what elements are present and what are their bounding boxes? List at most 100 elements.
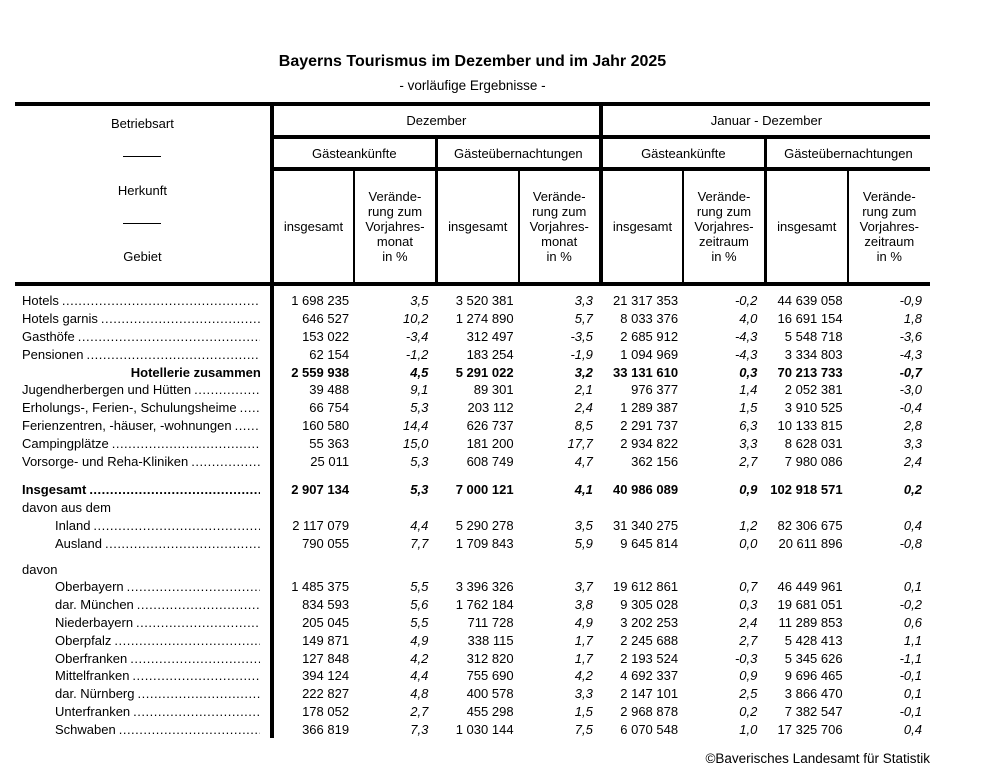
dot-leader: ........................................… xyxy=(89,482,260,498)
row-label: Ferienzentren, -häuser, -wohnungen......… xyxy=(15,416,274,435)
table-row: dar. Nürnberg...........................… xyxy=(15,684,930,703)
table-cell xyxy=(848,499,930,517)
spacer-row xyxy=(15,469,930,481)
table-row: Inland..................................… xyxy=(15,516,930,535)
table-cell: 153 022 xyxy=(302,328,350,344)
table-cell: 0,4 xyxy=(903,721,922,737)
table-cell: 1,7 xyxy=(574,650,593,666)
table-cell: 6 070 548 xyxy=(620,721,679,737)
row-label-text: Pensionen xyxy=(22,346,84,362)
table-cell xyxy=(683,499,765,517)
table-cell: 1 094 969 xyxy=(620,346,679,362)
table-cell: 11 289 853 xyxy=(778,614,843,630)
table-cell: 455 298 xyxy=(466,703,514,719)
table-cell: 2,7 xyxy=(410,703,429,719)
table-cell: 312 820 xyxy=(466,650,514,666)
dot-leader: ........................................… xyxy=(191,453,260,469)
column-arrivals-december: Gästeankünfte xyxy=(271,137,437,171)
page-subtitle: - vorläufige Ergebnisse - xyxy=(399,78,546,93)
row-label: Hotels garnis...........................… xyxy=(15,309,274,328)
column-overnights-jan-dec: Gästeübernachtungen xyxy=(763,137,930,171)
table-cell: -4,3 xyxy=(734,346,758,362)
table-cell: 646 527 xyxy=(302,311,350,327)
table-cell: 3,8 xyxy=(574,597,593,613)
table-cell: 0,7 xyxy=(739,579,758,595)
table-cell: 3 520 381 xyxy=(455,293,514,309)
table-cell: -0,8 xyxy=(899,535,922,551)
row-label: Insgesamt...............................… xyxy=(15,480,274,499)
table-cell: 6,3 xyxy=(739,417,758,433)
column-change-month: Verände- rung zum Vorjahres- monat in % xyxy=(353,168,437,287)
column-change-period: Verände- rung zum Vorjahres- zeitraum in… xyxy=(846,168,930,287)
table-row: Ausland.................................… xyxy=(15,534,930,553)
table-cell: 70 213 733 xyxy=(777,364,843,380)
table-cell: 55 363 xyxy=(309,435,350,451)
table-cell: 338 115 xyxy=(467,632,514,648)
table-cell: 3 396 326 xyxy=(455,579,514,595)
table-cell: 1 289 387 xyxy=(620,400,679,416)
table-cell xyxy=(354,499,436,517)
table-cell: 5 428 413 xyxy=(784,632,843,648)
table-cell: 3,5 xyxy=(410,293,429,309)
table-cell: 21 317 353 xyxy=(613,293,679,309)
table-cell: 82 306 675 xyxy=(777,517,843,533)
table-cell: 0,0 xyxy=(739,535,758,551)
table-cell xyxy=(519,499,601,517)
table-cell: 0,9 xyxy=(739,482,758,498)
table-cell: 0,9 xyxy=(739,668,758,684)
table-cell: 3,3 xyxy=(574,686,593,702)
table-cell: 1,1 xyxy=(903,632,922,648)
table-cell xyxy=(272,470,930,481)
table-cell xyxy=(272,499,354,517)
table-cell xyxy=(765,560,847,578)
table-cell: 9 645 814 xyxy=(620,535,679,551)
table-cell: 2,4 xyxy=(574,400,593,416)
table-cell: 312 497 xyxy=(466,328,514,344)
table-cell: 4,4 xyxy=(410,517,429,533)
table-cell: 44 639 058 xyxy=(777,293,843,309)
table-cell xyxy=(601,560,683,578)
row-label: Erholungs-, Ferien-, Schulungsheime.....… xyxy=(15,398,274,417)
table-cell: -0,9 xyxy=(899,293,922,309)
table-cell: 2,4 xyxy=(903,453,922,469)
dot-leader: ........................................… xyxy=(132,668,260,684)
table-cell: 33 131 610 xyxy=(613,364,679,380)
table-cell: 20 611 896 xyxy=(778,535,843,551)
table-cell: 2 117 079 xyxy=(292,517,350,533)
table-row: davon aus dem xyxy=(15,498,930,517)
table-cell: 5,3 xyxy=(410,482,429,498)
table-cell: 14,4 xyxy=(403,417,429,433)
table-cell: -1,1 xyxy=(899,650,922,666)
table-cell: 7 382 547 xyxy=(784,703,843,719)
header-row-metric: Gästeankünfte Gästeübernachtungen Gästea… xyxy=(15,137,930,171)
table-cell: 1,8 xyxy=(903,311,922,327)
table-cell: 4,8 xyxy=(410,686,429,702)
row-label: Niederbayern............................… xyxy=(15,613,274,632)
table-cell: 181 200 xyxy=(466,435,514,451)
table-cell: 203 112 xyxy=(467,400,514,416)
stub-label-herkunft: Herkunft xyxy=(117,182,167,198)
table-cell: 1 030 144 xyxy=(455,721,514,737)
table-cell: 0,3 xyxy=(739,364,758,380)
row-label xyxy=(15,469,274,481)
row-label-text: Schwaben xyxy=(55,721,116,737)
dot-leader: ........................................… xyxy=(234,417,260,433)
divider xyxy=(123,222,162,224)
table-cell: 790 055 xyxy=(302,535,350,551)
table-cell: 127 848 xyxy=(302,650,350,666)
table-row: Jugendherbergen und Hütten..............… xyxy=(15,380,930,399)
table-cell: 3 334 803 xyxy=(784,346,843,362)
table-row: Oberpfalz...............................… xyxy=(15,631,930,650)
table-cell: 0,4 xyxy=(903,517,922,533)
table-row: Vorsorge- und Reha-Kliniken.............… xyxy=(15,452,930,470)
table-cell: 2,8 xyxy=(903,417,922,433)
column-total: insgesamt xyxy=(598,168,684,287)
table-cell: -0,1 xyxy=(899,703,922,719)
column-group-jan-dec: Januar - Dezember xyxy=(598,104,930,140)
table-row: Hotels..................................… xyxy=(15,292,930,310)
table-cell: 2 245 688 xyxy=(620,632,679,648)
table-cell: 5,7 xyxy=(574,311,593,327)
table-cell: 5 345 626 xyxy=(784,650,843,666)
table-cell: 1 709 843 xyxy=(455,535,514,551)
